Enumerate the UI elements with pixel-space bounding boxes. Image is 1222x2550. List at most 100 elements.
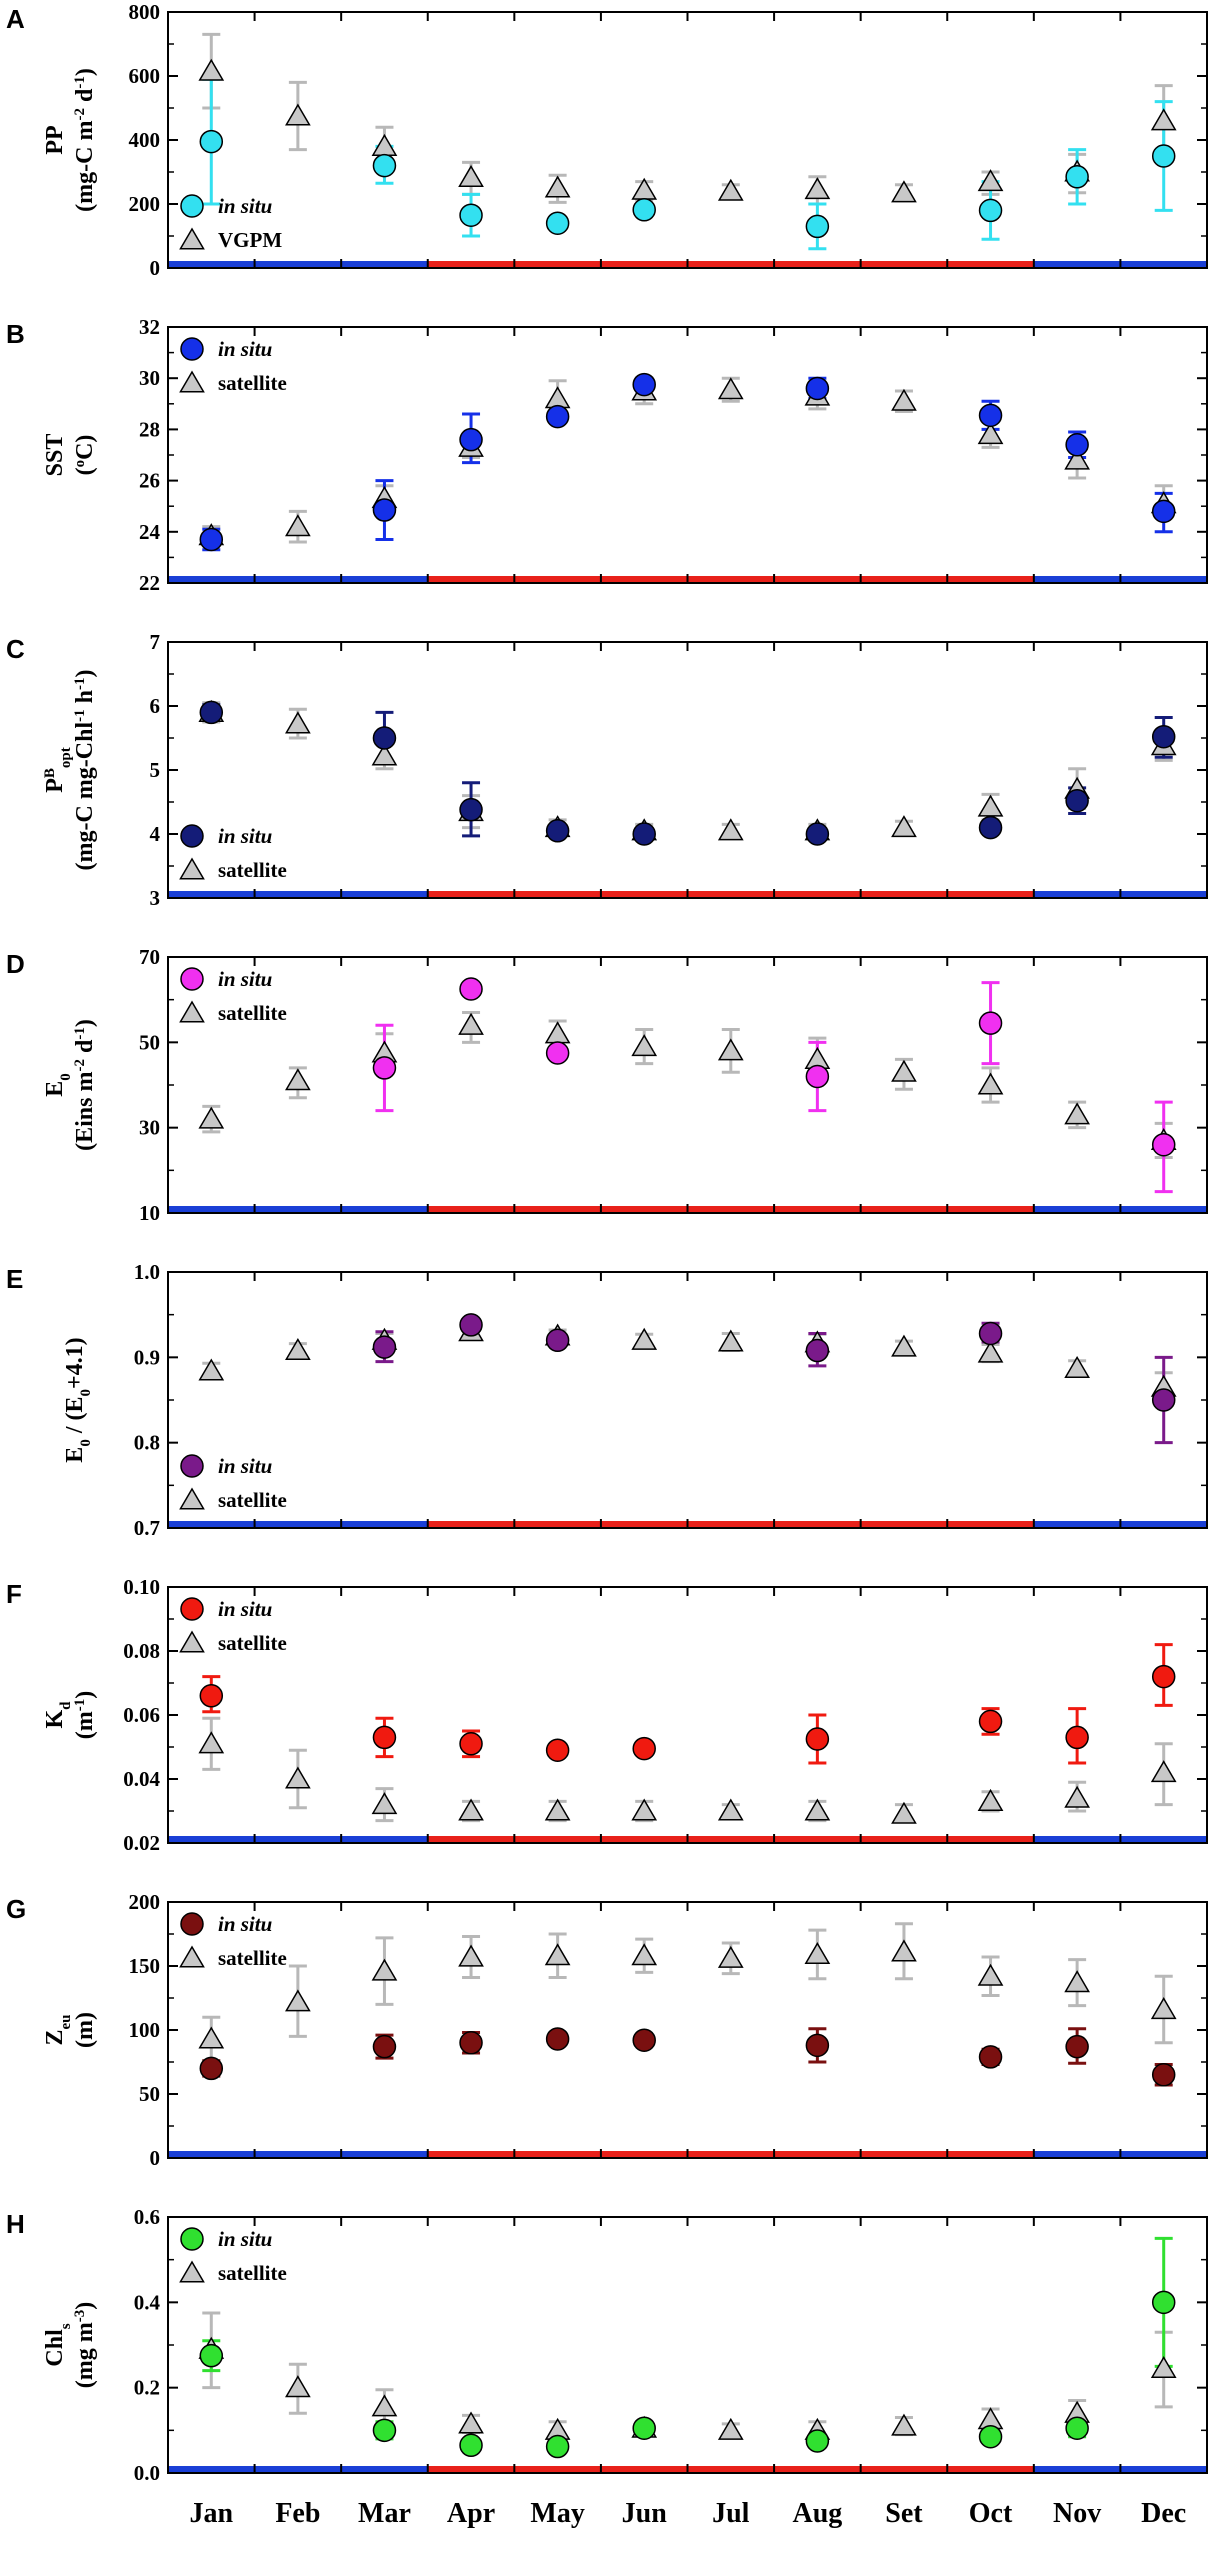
season-bar-blue — [1120, 2151, 1208, 2158]
insitu-point — [372, 2418, 397, 2443]
season-bar-blue — [341, 1836, 429, 1843]
insitu-point — [978, 1709, 1003, 1734]
y-tick-label: 0.8 — [134, 1431, 160, 1455]
sat-point — [544, 1798, 571, 1821]
y-tick-label: 6 — [150, 694, 161, 718]
sat-point — [198, 1106, 225, 1129]
y-tick-label: 0.06 — [123, 1703, 160, 1727]
panel-d: D 10 30 50 70 E0(Eins m-2 d-1) in situ satellit… — [6, 945, 1208, 1225]
insitu-point — [372, 1725, 397, 1750]
insitu-point — [805, 1064, 830, 1089]
panel-letter: A — [6, 4, 25, 34]
y-tick-label: 200 — [129, 192, 161, 216]
sat-point — [891, 180, 917, 203]
sat-point — [544, 386, 571, 409]
legend-insitu-label: in situ — [218, 1454, 272, 1478]
panel-letter: C — [6, 634, 25, 664]
y-tick-label: 0 — [150, 256, 161, 280]
sat-point — [804, 1798, 831, 1821]
legend-sat-label: VGPM — [218, 228, 282, 252]
season-bar-blue — [341, 2466, 429, 2473]
sat-point — [285, 1989, 311, 2012]
insitu-point — [632, 2028, 656, 2052]
legend-sat-label: satellite — [218, 371, 287, 395]
insitu-point — [459, 427, 483, 452]
insitu-point — [545, 2434, 570, 2459]
legend-sat-label: satellite — [218, 1946, 287, 1970]
insitu-point — [805, 1727, 830, 1751]
y-tick-label: 70 — [139, 945, 160, 969]
season-bar-red — [774, 576, 862, 583]
sat-point — [717, 377, 744, 400]
insitu-point — [459, 977, 483, 1001]
legend-sat-marker — [179, 370, 205, 393]
legend-insitu-label: in situ — [218, 337, 272, 361]
sat-point — [371, 743, 398, 766]
insitu-point — [1151, 1388, 1176, 1412]
season-bar-blue — [1033, 1521, 1121, 1528]
sat-point — [717, 1945, 744, 1968]
insitu-point — [805, 2033, 830, 2058]
season-bar-blue — [1033, 2151, 1121, 2158]
insitu-point — [805, 214, 830, 239]
sat-point — [285, 1068, 311, 1091]
y-tick-label: 0.0 — [134, 2461, 160, 2485]
insitu-point — [978, 2424, 1003, 2449]
sat-point — [977, 422, 1004, 445]
season-bar-blue — [168, 2151, 256, 2158]
insitu-point — [1151, 1664, 1176, 1689]
season-bar-blue — [254, 2151, 342, 2158]
sat-point — [198, 1731, 225, 1754]
insitu-point — [632, 822, 656, 846]
plot-frame — [167, 2216, 1208, 2474]
season-bar-blue — [168, 2466, 256, 2473]
season-bar-red — [514, 1836, 602, 1843]
legend: in situ satellite — [179, 824, 287, 882]
sat-point — [198, 1358, 225, 1381]
y-tick-label: 0.08 — [123, 1639, 160, 1663]
insitu-point — [459, 1313, 483, 1337]
season-bar-blue — [341, 1521, 429, 1528]
season-bar-red — [687, 2151, 775, 2158]
season-bar-blue — [1120, 1521, 1208, 1528]
insitu-point — [372, 726, 397, 750]
panel-b: B 22 24 26 28 30 32 SST (oC) in situ satellite — [6, 315, 1208, 595]
insitu-point — [199, 2343, 224, 2368]
season-bar-blue — [341, 891, 429, 898]
legend-insitu-marker — [180, 337, 204, 361]
insitu-point — [805, 2429, 830, 2453]
sat-point — [717, 2417, 744, 2440]
insitu-point — [1151, 724, 1176, 749]
season-bar-blue — [1033, 2466, 1121, 2473]
season-bar-blue — [341, 261, 429, 268]
season-bar-blue — [1033, 1836, 1121, 1843]
y-tick-label: 0.7 — [134, 1516, 160, 1540]
season-bar-red — [687, 261, 775, 268]
sat-point — [371, 1792, 398, 1815]
insitu-point — [1065, 2034, 1089, 2059]
y-axis-label: PBopt — [42, 747, 74, 793]
season-bar-red — [947, 1206, 1035, 1213]
y-tick-label: 3 — [150, 886, 161, 910]
insitu-point — [545, 1738, 570, 1762]
sat-point — [717, 178, 744, 201]
season-bar-blue — [1120, 576, 1208, 583]
y-tick-label: 30 — [139, 366, 160, 390]
legend-insitu-label: in situ — [218, 1912, 272, 1936]
insitu-point — [1151, 1132, 1176, 1157]
season-bar-red — [774, 1521, 862, 1528]
y-axis-unit: (mg-C m-2 d-1) — [72, 68, 98, 212]
y-axis-unit: (Eins m-2 d-1) — [72, 1019, 98, 1151]
season-bar-red — [774, 891, 862, 898]
legend-sat-label: satellite — [218, 858, 287, 882]
sat-point — [1150, 108, 1177, 131]
insitu-point — [545, 404, 570, 429]
sat-point — [1150, 1997, 1177, 2020]
season-bar-red — [514, 891, 602, 898]
legend-sat-label: satellite — [218, 1631, 287, 1655]
insitu-point — [199, 1684, 224, 1708]
season-bar-red — [514, 2466, 602, 2473]
y-tick-label: 0.4 — [134, 2290, 161, 2314]
season-bar-red — [600, 1521, 688, 1528]
